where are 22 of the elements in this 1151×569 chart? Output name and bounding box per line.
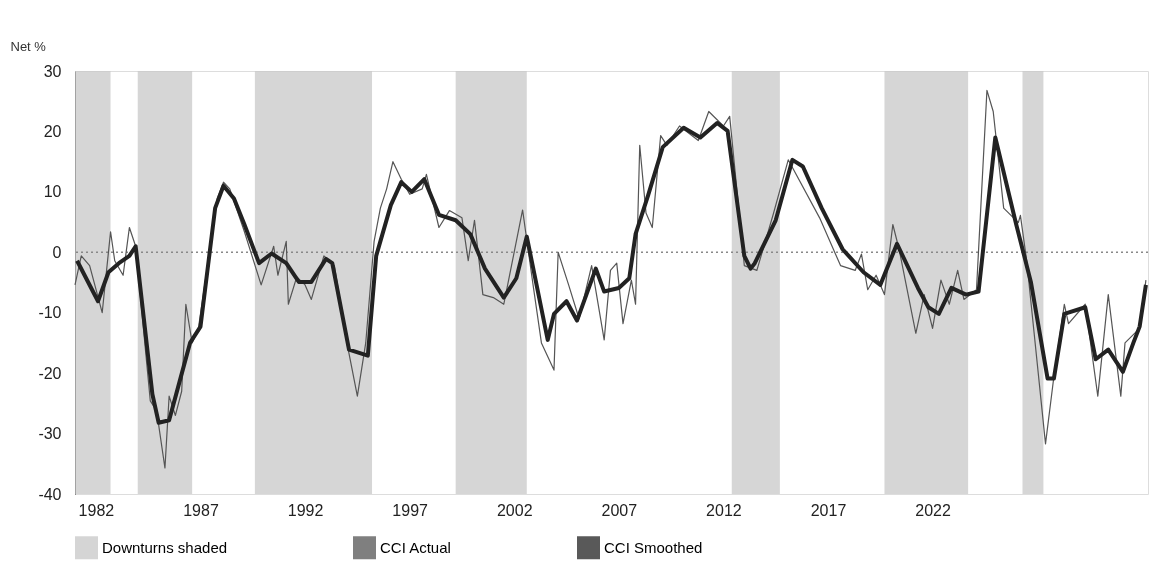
y-tick-label: -20 [38, 364, 62, 382]
x-tick-label: 2022 [915, 501, 951, 519]
x-tick-label: 1997 [392, 501, 429, 519]
y-tick-label: 10 [43, 183, 62, 201]
x-tick-label: 1982 [78, 501, 115, 519]
x-tick-label: 2017 [810, 501, 847, 519]
legend-label: Downturns shaded [102, 538, 228, 556]
y-tick-label: -10 [38, 304, 62, 322]
line-series [75, 120, 1148, 425]
legend-label: CCI Smoothed [604, 538, 703, 556]
legend-label: CCI Actual [380, 538, 451, 556]
y-tick-label: -40 [38, 485, 62, 503]
y-axis-title: Net % [10, 38, 47, 54]
x-tick-label: 1992 [287, 501, 324, 519]
x-tick-label: 2012 [706, 501, 742, 519]
x-tick-label: 2002 [496, 501, 533, 519]
x-tick-label: 2007 [601, 501, 638, 519]
y-tick-label: 0 [52, 243, 62, 261]
y-tick-label: 20 [43, 122, 62, 140]
y-tick-label: -30 [38, 425, 62, 443]
y-tick-label: 30 [43, 62, 62, 80]
x-tick-label: 1987 [183, 501, 219, 519]
